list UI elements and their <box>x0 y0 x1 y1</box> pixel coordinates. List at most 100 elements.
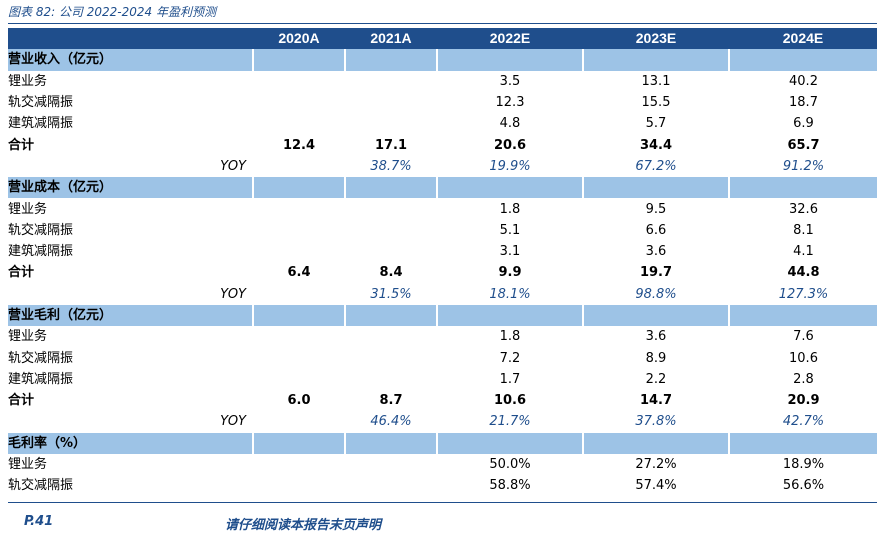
value-cell: 44.8 <box>728 262 877 284</box>
value-cell <box>344 198 437 220</box>
table-row: 锂业务 50.0% 27.2% 18.9% <box>8 453 877 476</box>
value-cell <box>252 453 345 476</box>
section-blank-cell <box>582 304 729 327</box>
value-cell: 5.1 <box>436 219 583 241</box>
value-cell: 37.8% <box>582 411 729 433</box>
value-cell <box>344 326 437 348</box>
section-blank-cell <box>582 177 729 199</box>
header-row: 2020A 2021A 2022E 2023E 2024E <box>8 28 877 50</box>
section-title: 营业收入（亿元） <box>8 49 253 71</box>
row-label: 合计 <box>8 393 35 409</box>
value-cell <box>252 219 345 241</box>
value-cell <box>252 475 345 497</box>
value-cell <box>344 70 437 92</box>
table-row: 轨交减隔振 12.3 15.5 18.7 <box>8 91 877 114</box>
value-cell: 8.4 <box>344 262 437 284</box>
section-header-row: 营业毛利（亿元） <box>8 304 877 327</box>
value-cell: 65.7 <box>728 134 877 156</box>
value-cell: 8.7 <box>344 390 437 412</box>
total-row: 合计 12.4 17.1 20.6 34.4 65.7 <box>8 134 877 156</box>
value-cell <box>252 240 345 263</box>
value-cell: 20.6 <box>436 134 583 156</box>
value-cell: 1.8 <box>436 326 583 348</box>
value-cell: 3.1 <box>436 240 583 263</box>
section-blank-cell <box>436 304 583 327</box>
value-cell <box>252 155 345 178</box>
section-blank-cell <box>344 49 437 71</box>
value-cell: 27.2% <box>582 453 729 476</box>
value-cell: 15.5 <box>582 91 729 114</box>
section-title: 毛利率（%） <box>8 432 253 454</box>
value-cell: 57.4% <box>582 475 729 497</box>
value-cell: 5.7 <box>582 113 729 135</box>
row-label: YOY <box>220 286 246 302</box>
header-blank-cell <box>8 28 253 50</box>
value-cell: 127.3% <box>728 283 877 305</box>
value-cell: 40.2 <box>728 70 877 92</box>
row-label: 合计 <box>8 265 35 281</box>
value-cell: 91.2% <box>728 155 877 178</box>
value-cell: 31.5% <box>344 283 437 305</box>
table-row: 锂业务 1.8 9.5 32.6 <box>8 198 877 220</box>
section-header-row: 营业收入（亿元） <box>8 49 877 71</box>
section-blank-cell <box>344 432 437 454</box>
section-blank-cell <box>344 304 437 327</box>
value-cell <box>252 70 345 92</box>
value-cell: 14.7 <box>582 390 729 412</box>
value-cell <box>344 113 437 135</box>
disclaimer-note: 请仔细阅读本报告末页声明 <box>225 518 382 533</box>
section-blank-cell <box>728 304 877 327</box>
caption-divider <box>8 23 877 24</box>
value-cell: 9.5 <box>582 198 729 220</box>
table-row: 轨交减隔振 7.2 8.9 10.6 <box>8 347 877 369</box>
value-cell: 7.2 <box>436 347 583 369</box>
value-cell: 6.0 <box>252 390 345 412</box>
year-header-2021a: 2021A <box>345 28 437 50</box>
yoy-row: YOY 38.7% 19.9% 67.2% 91.2% <box>8 155 877 178</box>
table-row: 建筑减隔振 3.1 3.6 4.1 <box>8 240 877 263</box>
value-cell: 50.0% <box>436 453 583 476</box>
value-cell: 7.6 <box>728 326 877 348</box>
section-blank-cell <box>344 177 437 199</box>
value-cell: 42.7% <box>728 411 877 433</box>
row-label: 轨交减隔振 <box>8 350 74 366</box>
row-label: 轨交减隔振 <box>8 478 74 494</box>
value-cell: 18.1% <box>436 283 583 305</box>
value-cell: 18.7 <box>728 91 877 114</box>
value-cell <box>252 368 345 391</box>
value-cell: 8.9 <box>582 347 729 369</box>
row-label: 锂业务 <box>8 201 48 217</box>
value-cell: 6.6 <box>582 219 729 241</box>
value-cell: 46.4% <box>344 411 437 433</box>
section-title: 营业毛利（亿元） <box>8 304 253 327</box>
value-cell: 9.9 <box>436 262 583 284</box>
value-cell: 10.6 <box>728 347 877 369</box>
row-label: 锂业务 <box>8 457 48 473</box>
section-title: 营业成本（亿元） <box>8 177 253 199</box>
section-header-row: 毛利率（%） <box>8 432 877 454</box>
table-row: 轨交减隔振 58.8% 57.4% 56.6% <box>8 475 877 497</box>
value-cell: 2.2 <box>582 368 729 391</box>
row-label: 建筑减隔振 <box>8 244 74 260</box>
value-cell: 17.1 <box>344 134 437 156</box>
row-label: YOY <box>220 414 246 430</box>
year-header-2023e: 2023E <box>583 28 729 50</box>
section-blank-cell <box>252 304 345 327</box>
row-label: 合计 <box>8 137 35 153</box>
section-blank-cell <box>728 432 877 454</box>
yoy-row: YOY 31.5% 18.1% 98.8% 127.3% <box>8 283 877 305</box>
earnings-forecast-table: 2020A 2021A 2022E 2023E 2024E 营业收入（亿元） 锂业… <box>8 28 877 497</box>
value-cell <box>344 219 437 241</box>
value-cell: 20.9 <box>728 390 877 412</box>
table-row: 锂业务 1.8 3.6 7.6 <box>8 326 877 348</box>
value-cell: 3.5 <box>436 70 583 92</box>
section-blank-cell <box>436 177 583 199</box>
value-cell <box>252 91 345 114</box>
value-cell <box>252 283 345 305</box>
value-cell: 19.7 <box>582 262 729 284</box>
year-header-2024e: 2024E <box>729 28 877 50</box>
value-cell <box>252 198 345 220</box>
value-cell: 3.6 <box>582 326 729 348</box>
row-label: 建筑减隔振 <box>8 116 74 132</box>
value-cell: 12.4 <box>252 134 345 156</box>
